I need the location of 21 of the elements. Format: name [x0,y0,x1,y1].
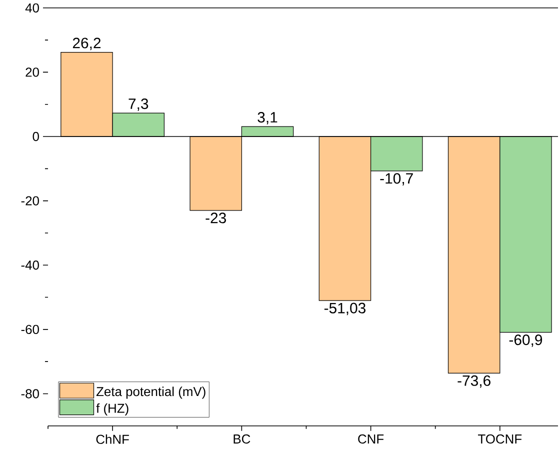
x-tick-label: TOCNF [478,434,522,444]
legend-label: f (HZ) [96,403,128,416]
data-label: 26,2 [72,38,101,50]
x-tick-label: CNF [358,434,384,444]
y-tick-label: -60 [21,324,39,334]
legend-label: Zeta potential (mV) [96,386,206,399]
y-tick-label: -80 [21,389,39,398]
y-tick-label: -40 [21,260,39,270]
data-label: -60,9 [509,334,542,347]
data-label: -51,03 [324,302,366,316]
data-label: -10,7 [380,173,413,186]
data-label: 7,3 [128,98,148,111]
x-tick-label: ChNF [96,434,129,444]
data-label: 3,1 [258,112,278,124]
y-tick-label: 0 [32,132,39,142]
x-tick-label: BC [234,434,250,444]
data-label: -23 [206,212,226,224]
y-tick-label: 20 [26,68,39,77]
y-tick-label: 40 [25,3,39,13]
data-label: -73,6 [458,375,490,388]
y-tick-label: -20 [21,196,39,206]
